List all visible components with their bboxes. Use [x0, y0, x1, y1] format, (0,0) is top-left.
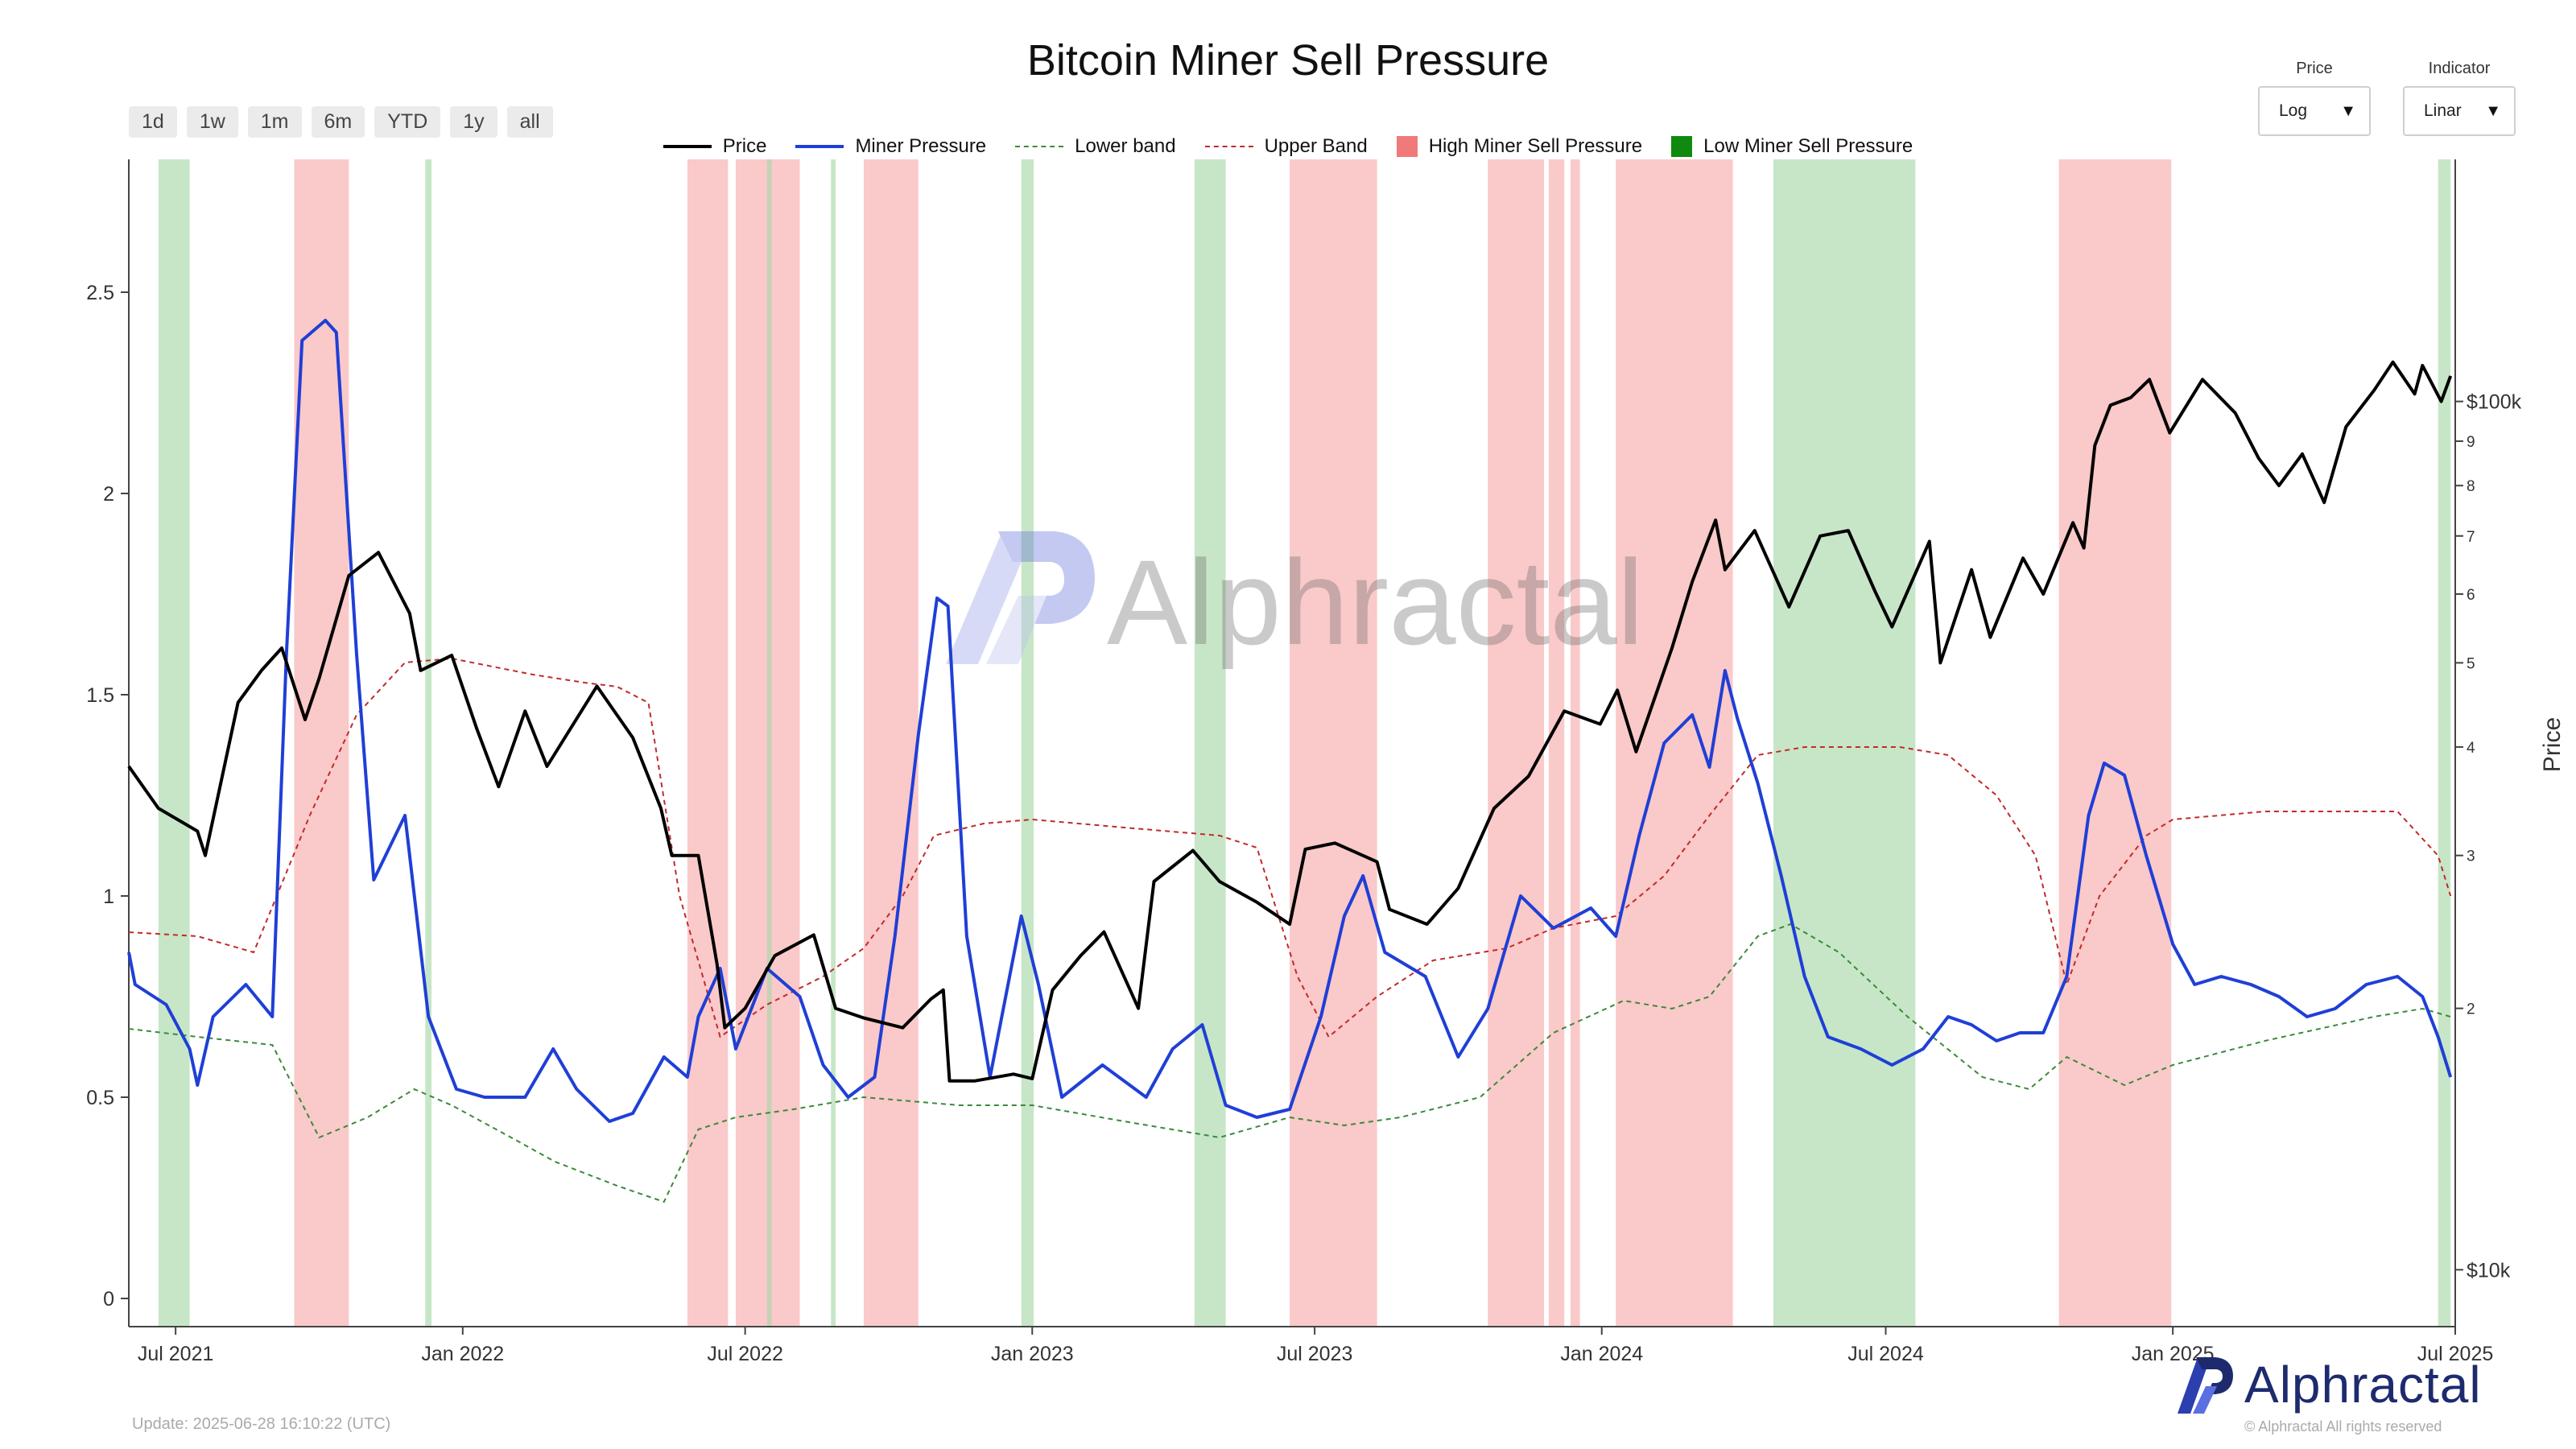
range-button-all[interactable]: all: [506, 106, 553, 138]
left-tick-label-0: 0: [103, 1288, 114, 1311]
legend-label-upper-band: Upper Band: [1264, 135, 1368, 157]
indicator-scale-select[interactable]: Linar ▼: [2403, 86, 2516, 136]
low-pressure-zone-5: [1194, 159, 1226, 1327]
legend-item-low-pressure[interactable]: Low Miner Sell Pressure: [1671, 135, 1913, 158]
low-pressure-zone-4: [1021, 159, 1034, 1327]
legend-swatch-price: [663, 145, 712, 148]
low-pressure-zone-3: [831, 159, 836, 1327]
legend-label-miner-pressure: Miner Pressure: [855, 135, 987, 157]
right-tick-label-4: 5: [2467, 655, 2475, 672]
watermark: Alphractal: [946, 531, 1644, 670]
left-tick-label-4: 2: [103, 483, 114, 506]
copyright: © Alphractal All rights reserved: [2244, 1418, 2442, 1435]
legend-label-lower-band: Lower band: [1075, 135, 1176, 157]
watermark-logo-icon: [946, 531, 1095, 664]
legend-swatch-lower-band: [1015, 146, 1064, 147]
low-pressure-zone-0: [158, 159, 190, 1327]
legend-item-price[interactable]: Price: [663, 135, 767, 158]
right-tick-label-0: $10k: [2467, 1259, 2511, 1282]
range-button-1w[interactable]: 1w: [186, 106, 238, 138]
range-button-1m[interactable]: 1m: [247, 106, 302, 138]
high-pressure-zone-0: [294, 159, 349, 1327]
high-pressure-zone-5: [1488, 159, 1545, 1327]
price-scale-control: Price Log ▼: [2258, 60, 2371, 136]
right-axis-title: Price: [2539, 717, 2566, 772]
low-pressure-zone-6: [1773, 159, 1916, 1327]
legend-swatch-upper-band: [1204, 146, 1253, 147]
right-tick-label-3: 4: [2467, 740, 2475, 757]
lower-band-line: [128, 923, 2451, 1203]
legend-label-low-pressure: Low Miner Sell Pressure: [1703, 135, 1913, 157]
indicator-scale-value: Linar: [2424, 101, 2462, 120]
brand-logo[interactable]: Alphractal: [2174, 1352, 2482, 1417]
right-tick-label-9: $100k: [2467, 391, 2522, 414]
low-pressure-zone-7: [2438, 159, 2451, 1327]
range-button-ytd[interactable]: YTD: [374, 106, 441, 138]
x-tick-label-6: Jul 2024: [1847, 1343, 1924, 1365]
right-tick-label-1: 2: [2467, 1001, 2475, 1018]
legend-item-lower-band[interactable]: Lower band: [1015, 135, 1176, 158]
axes-layer: 0 0.5 1 1.5 2 2.5 $10k 2 3 4 5 6 7 8 9 $100k Jul 2021 Jan…: [86, 159, 2522, 1365]
legend-item-upper-band[interactable]: Upper Band: [1204, 135, 1368, 158]
right-tick-label-7: 8: [2467, 478, 2475, 495]
upper-band-line: [128, 657, 2452, 1038]
x-tick-label-4: Jul 2023: [1277, 1343, 1353, 1365]
range-button-1d[interactable]: 1d: [129, 106, 177, 138]
legend-label-high-pressure: High Miner Sell Pressure: [1428, 135, 1643, 157]
x-tick-label-8: Jul 2025: [2417, 1343, 2494, 1365]
legend-item-high-pressure[interactable]: High Miner Sell Pressure: [1396, 135, 1643, 158]
x-tick-label-2: Jul 2022: [707, 1343, 783, 1365]
price-line: [127, 360, 2453, 1083]
right-tick-label-6: 7: [2467, 529, 2475, 546]
low-pressure-zone-2: [766, 159, 772, 1327]
miner-pressure-line: [127, 319, 2453, 1123]
legend: Price Miner Pressure Lower band Upper Ba…: [0, 135, 2576, 158]
brand-name: Alphractal: [2244, 1356, 2482, 1414]
left-tick-label-3: 1.5: [86, 684, 114, 707]
price-scale-select[interactable]: Log ▼: [2258, 86, 2371, 136]
x-tick-label-0: Jul 2021: [138, 1343, 214, 1365]
high-pressure-zone-3: [863, 159, 919, 1327]
alphractal-logo-icon: [2178, 1357, 2233, 1414]
high-pressure-zone-4: [1290, 159, 1377, 1327]
indicator-scale-control: Indicator Linar ▼: [2403, 60, 2516, 136]
low-pressure-zone-1: [425, 159, 432, 1327]
left-tick-label-1: 0.5: [86, 1087, 114, 1109]
price-scale-label: Price: [2296, 60, 2333, 77]
range-button-1y[interactable]: 1y: [450, 106, 497, 138]
caret-down-icon: ▼: [2485, 101, 2501, 120]
right-tick-label-2: 3: [2467, 848, 2475, 865]
legend-label-price: Price: [722, 135, 767, 157]
high-pressure-zone-6: [1548, 159, 1565, 1327]
high-pressure-zone-1: [687, 159, 729, 1327]
high-pressure-zone-7: [1570, 159, 1580, 1327]
legend-swatch-low-pressure: [1671, 136, 1693, 157]
high-pressure-zone-9: [2058, 159, 2172, 1327]
range-button-6m[interactable]: 6m: [311, 106, 365, 138]
x-tick-label-3: Jan 2023: [991, 1343, 1074, 1365]
indicator-scale-label: Indicator: [2428, 60, 2491, 77]
right-tick-label-5: 6: [2467, 587, 2475, 604]
legend-item-miner-pressure[interactable]: Miner Pressure: [795, 135, 986, 158]
x-tick-label-1: Jan 2022: [421, 1343, 504, 1365]
left-tick-label-5: 2.5: [86, 282, 114, 304]
series-layer: [127, 319, 2453, 1203]
price-scale-value: Log: [2279, 101, 2308, 120]
zone-layer: [158, 159, 2451, 1327]
legend-swatch-miner-pressure: [795, 145, 844, 148]
caret-down-icon: ▼: [2340, 101, 2356, 120]
update-timestamp: Update: 2025-06-28 16:10:22 (UTC): [132, 1415, 391, 1433]
left-tick-label-2: 1: [103, 886, 114, 908]
range-selector: 1d 1w 1m 6m YTD 1y all: [129, 106, 553, 138]
x-tick-label-5: Jan 2024: [1560, 1343, 1643, 1365]
legend-swatch-high-pressure: [1396, 136, 1418, 157]
watermark-text: Alphractal: [1107, 535, 1644, 670]
right-tick-label-8: 9: [2467, 434, 2475, 451]
chart-title: Bitcoin Miner Sell Pressure: [1026, 36, 1550, 85]
